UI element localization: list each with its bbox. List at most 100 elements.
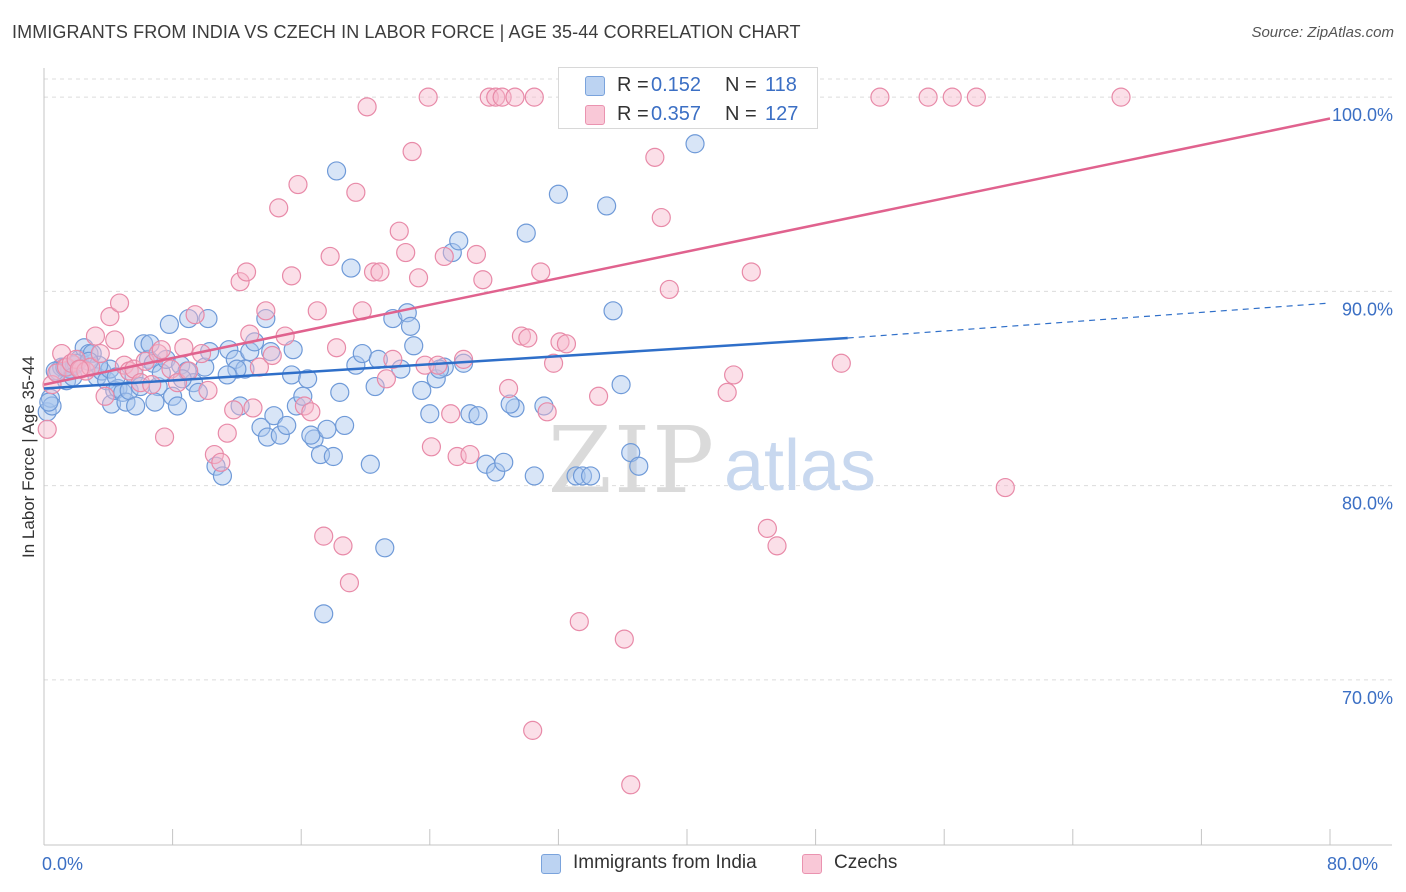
india-point <box>264 406 284 426</box>
y-tick-label: 70.0% <box>1342 688 1393 708</box>
czech-point <box>204 444 224 465</box>
czech-point <box>531 262 551 282</box>
czech-point <box>339 573 360 593</box>
india-point <box>301 425 321 445</box>
czech-point <box>376 369 396 389</box>
czech-point <box>498 378 519 399</box>
india-point <box>277 415 297 436</box>
czech-point <box>543 353 564 373</box>
india-point <box>140 334 160 354</box>
czech-point <box>588 386 609 406</box>
czech-point <box>434 246 454 267</box>
y-axis-title: In Labor Force | Age 35-44 <box>19 356 38 558</box>
czech-point <box>326 338 347 358</box>
india-point <box>460 404 480 424</box>
czech-point <box>243 398 263 418</box>
czech-point <box>767 536 787 556</box>
india-point <box>566 466 586 486</box>
india-point <box>330 382 350 402</box>
india-point <box>317 419 337 439</box>
stats-row-czech: R = 0.357 N = 127 <box>559 99 817 129</box>
czech-point <box>421 437 442 457</box>
czech-point <box>301 402 321 422</box>
india-point <box>597 196 617 216</box>
india-point <box>580 466 601 486</box>
n-label: N = <box>725 74 757 96</box>
czech-point <box>288 174 308 195</box>
india-point <box>159 314 179 335</box>
czech-point <box>621 775 641 795</box>
czech-point <box>741 262 761 282</box>
czech-point <box>198 380 218 401</box>
czech-point <box>346 182 366 202</box>
x-tick-label: 0.0% <box>42 854 83 874</box>
czech-point <box>518 328 538 348</box>
czech-point <box>256 301 276 321</box>
czech-point <box>473 270 493 290</box>
czech-point <box>307 301 327 321</box>
czech-point <box>524 87 544 107</box>
india-point <box>365 376 385 397</box>
legend-india-label: Immigrants from India <box>573 852 757 873</box>
czech-point <box>505 87 525 107</box>
india-point <box>412 380 432 401</box>
india-point <box>167 396 188 416</box>
india-point <box>286 396 306 416</box>
czech-point <box>370 262 390 282</box>
axis-labels: 70.0% 80.0% 90.0% 100.0% 0.0% 80.0% <box>42 105 1393 874</box>
czech-point <box>95 386 115 406</box>
czech-point <box>389 221 409 241</box>
india-point <box>314 604 334 624</box>
czech-point <box>486 87 506 107</box>
india-point <box>251 417 271 437</box>
czech-point <box>105 330 125 350</box>
czech-point <box>870 87 890 107</box>
czech-point <box>418 87 438 107</box>
india-point <box>548 184 569 204</box>
czech-point <box>333 536 353 556</box>
india-point <box>145 392 165 412</box>
india-point <box>500 394 520 414</box>
india-point <box>516 223 536 243</box>
czech-point <box>717 382 737 402</box>
czech-point <box>918 87 938 107</box>
legend-czech-swatch <box>802 854 822 874</box>
india-point <box>126 396 146 416</box>
czech-point <box>281 266 302 286</box>
india-point <box>375 538 395 558</box>
czech-point <box>154 427 175 447</box>
czech-point <box>269 198 289 218</box>
czech-point <box>85 326 106 346</box>
axes <box>43 68 1392 846</box>
czech-point <box>651 207 671 228</box>
czech-point <box>109 293 130 313</box>
r-value: 0.357 <box>651 103 702 125</box>
czech-point <box>217 423 237 443</box>
source-credit: Source: ZipAtlas.com <box>1251 24 1394 41</box>
india-point <box>420 404 440 424</box>
czech-point <box>569 612 589 632</box>
czech-point <box>314 526 334 546</box>
y-tick-label: 100.0% <box>1332 105 1393 125</box>
czech-point <box>460 444 480 465</box>
r-value: 0.152 <box>651 74 702 96</box>
india-trend-extension <box>847 302 1331 339</box>
czech-point <box>383 349 403 369</box>
india-point <box>468 406 488 426</box>
india-point <box>603 301 623 321</box>
czech-point <box>556 334 577 354</box>
india-point <box>404 336 424 356</box>
y-tick-label: 90.0% <box>1342 299 1393 319</box>
czech-point <box>363 262 384 282</box>
india-point <box>188 382 208 402</box>
india-point <box>281 365 302 385</box>
czech-point <box>441 404 461 424</box>
czech-point <box>645 147 665 167</box>
india-point <box>352 343 372 364</box>
czech-point <box>167 373 188 393</box>
r-label: R = <box>617 74 649 96</box>
india-point <box>270 425 290 445</box>
czech-point <box>659 279 679 300</box>
india-point <box>524 466 544 486</box>
india-point <box>323 446 343 467</box>
